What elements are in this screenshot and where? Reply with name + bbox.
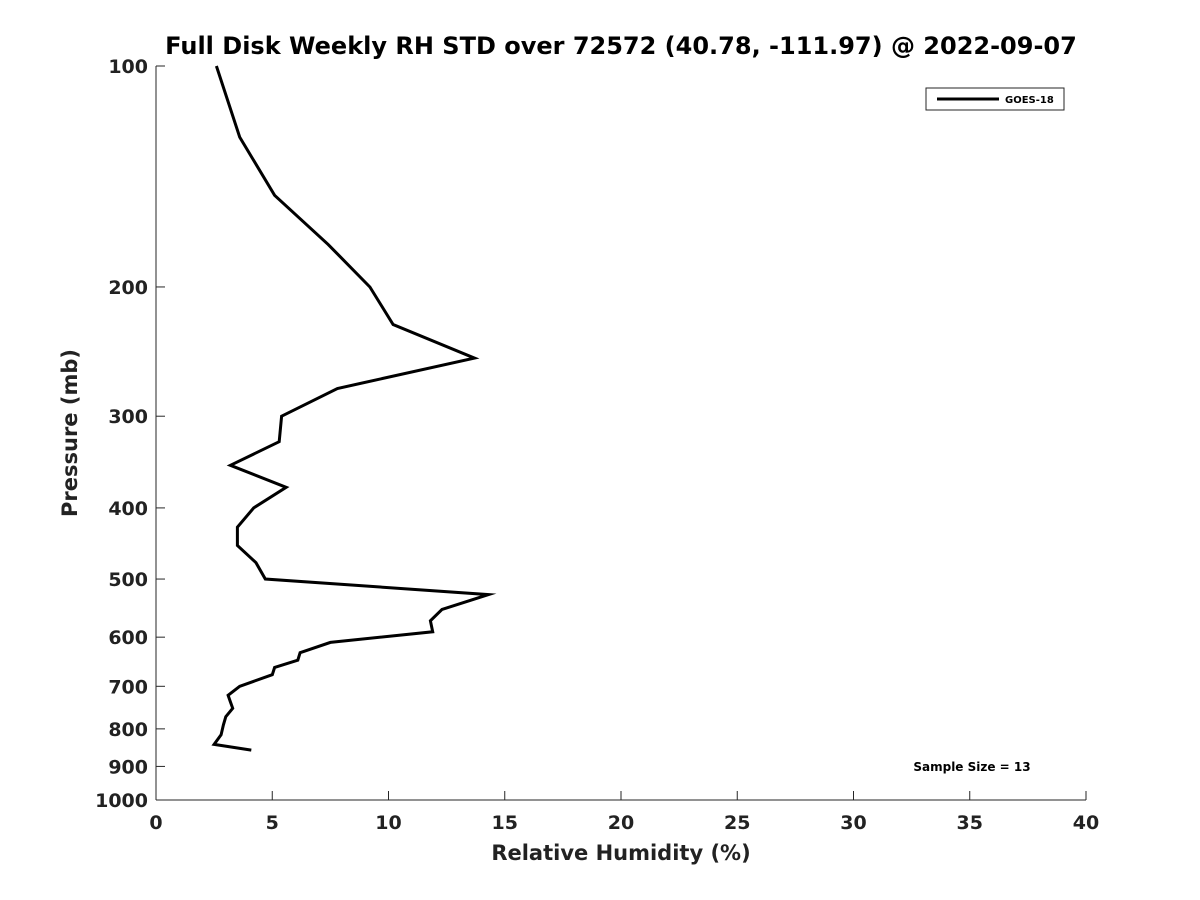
y-tick-label: 500: [108, 569, 148, 591]
y-tick-label: 200: [108, 277, 148, 299]
y-tick-label: 700: [108, 676, 148, 698]
y-tick-label: 600: [108, 627, 148, 649]
y-axis-label: Pressure (mb): [58, 349, 82, 517]
y-tick-label: 400: [108, 498, 148, 520]
y-tick-label: 300: [108, 406, 148, 428]
x-axis-label: Relative Humidity (%): [491, 841, 750, 865]
x-tick-label: 35: [957, 812, 983, 834]
x-tick-label: 25: [724, 812, 750, 834]
axes: 0 5 10 15 20 25 30 35 40 100 200 300 400 500 600 700 800…: [95, 56, 1099, 834]
x-tick-label: 30: [840, 812, 866, 834]
legend-label: GOES-18: [1005, 95, 1054, 106]
x-tick-label: 20: [608, 812, 634, 834]
x-tick-label: 0: [149, 812, 162, 834]
sample-size-annotation: Sample Size = 13: [913, 760, 1030, 774]
x-tick-label: 40: [1073, 812, 1099, 834]
x-tick-label: 15: [492, 812, 518, 834]
x-tick-label: 5: [266, 812, 279, 834]
plot-area: [211, 65, 497, 752]
y-tick-label: 800: [108, 719, 148, 741]
series-line: [211, 65, 497, 752]
legend: GOES-18: [925, 87, 1065, 111]
y-tick-label: 1000: [95, 790, 148, 812]
y-tick-label: 900: [108, 756, 148, 778]
y-tick-label: 100: [108, 56, 148, 78]
chart-title: Full Disk Weekly RH STD over 72572 (40.7…: [165, 32, 1077, 60]
x-tick-label: 10: [375, 812, 401, 834]
